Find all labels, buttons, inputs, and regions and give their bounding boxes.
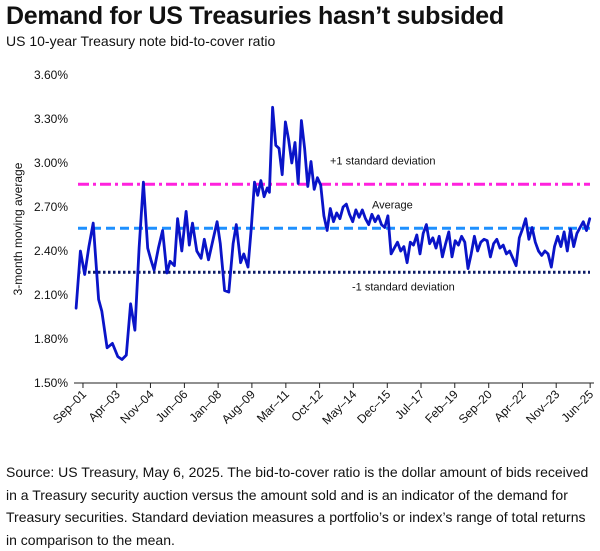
- minus-one-sd-label: -1 standard deviation: [352, 281, 455, 293]
- x-tick-label: Mar–11: [254, 387, 292, 425]
- x-tick-label: Sep–01: [50, 387, 89, 426]
- reference-line-labels: +1 standard deviation Average -1 standard …: [329, 154, 457, 295]
- x-tick-label: Nov–23: [523, 387, 562, 426]
- y-tick-label: 1.50%: [34, 376, 68, 390]
- y-tick-label: 2.70%: [34, 200, 68, 214]
- x-tick-label: Jun–06: [153, 387, 191, 425]
- x-tick-label: May–14: [319, 387, 359, 427]
- y-tick-label: 2.40%: [34, 244, 68, 258]
- chart-title: Demand for US Treasuries hasn’t subsided: [6, 2, 504, 30]
- y-tick-label: 1.80%: [34, 332, 68, 346]
- x-tick-label: Nov–04: [117, 387, 156, 426]
- series-line: [74, 105, 592, 361]
- y-tick-label: 3.60%: [34, 68, 68, 82]
- y-tick-label: 3.30%: [34, 112, 68, 126]
- y-tick-label: 2.10%: [34, 288, 68, 302]
- y-tick-label: 3.00%: [34, 156, 68, 170]
- data-series: [74, 105, 592, 361]
- x-tick-label: Apr–22: [491, 387, 528, 424]
- x-axis: Sep–01Apr–03Nov–04Jun–06Jan–08Aug–09Mar–…: [50, 382, 597, 427]
- x-tick-label: Jun–25: [559, 387, 597, 425]
- source-note: Source: US Treasury, May 6, 2025. The bi…: [6, 464, 589, 548]
- x-tick-label: Jan–08: [187, 387, 225, 425]
- y-axis: 1.50% 1.80% 2.10% 2.40% 2.70% 3.00% 3.30% 3.60%: [34, 68, 68, 390]
- plus-one-sd-label: +1 standard deviation: [330, 155, 436, 167]
- chart-subtitle: US 10-year Treasury note bid-to-cover ra…: [6, 33, 276, 49]
- x-tick-label: Aug–09: [219, 387, 258, 426]
- x-tick-label: Dec–15: [354, 387, 393, 426]
- line-chart: 1.50% 1.80% 2.10% 2.40% 2.70% 3.00% 3.30% 3.60%…: [34, 68, 597, 427]
- x-tick-label: Sep–20: [456, 387, 495, 426]
- reference-lines: [78, 182, 590, 274]
- x-tick-label: Feb–19: [422, 387, 461, 426]
- x-tick-label: Apr–03: [86, 387, 123, 424]
- average-label: Average: [372, 199, 413, 211]
